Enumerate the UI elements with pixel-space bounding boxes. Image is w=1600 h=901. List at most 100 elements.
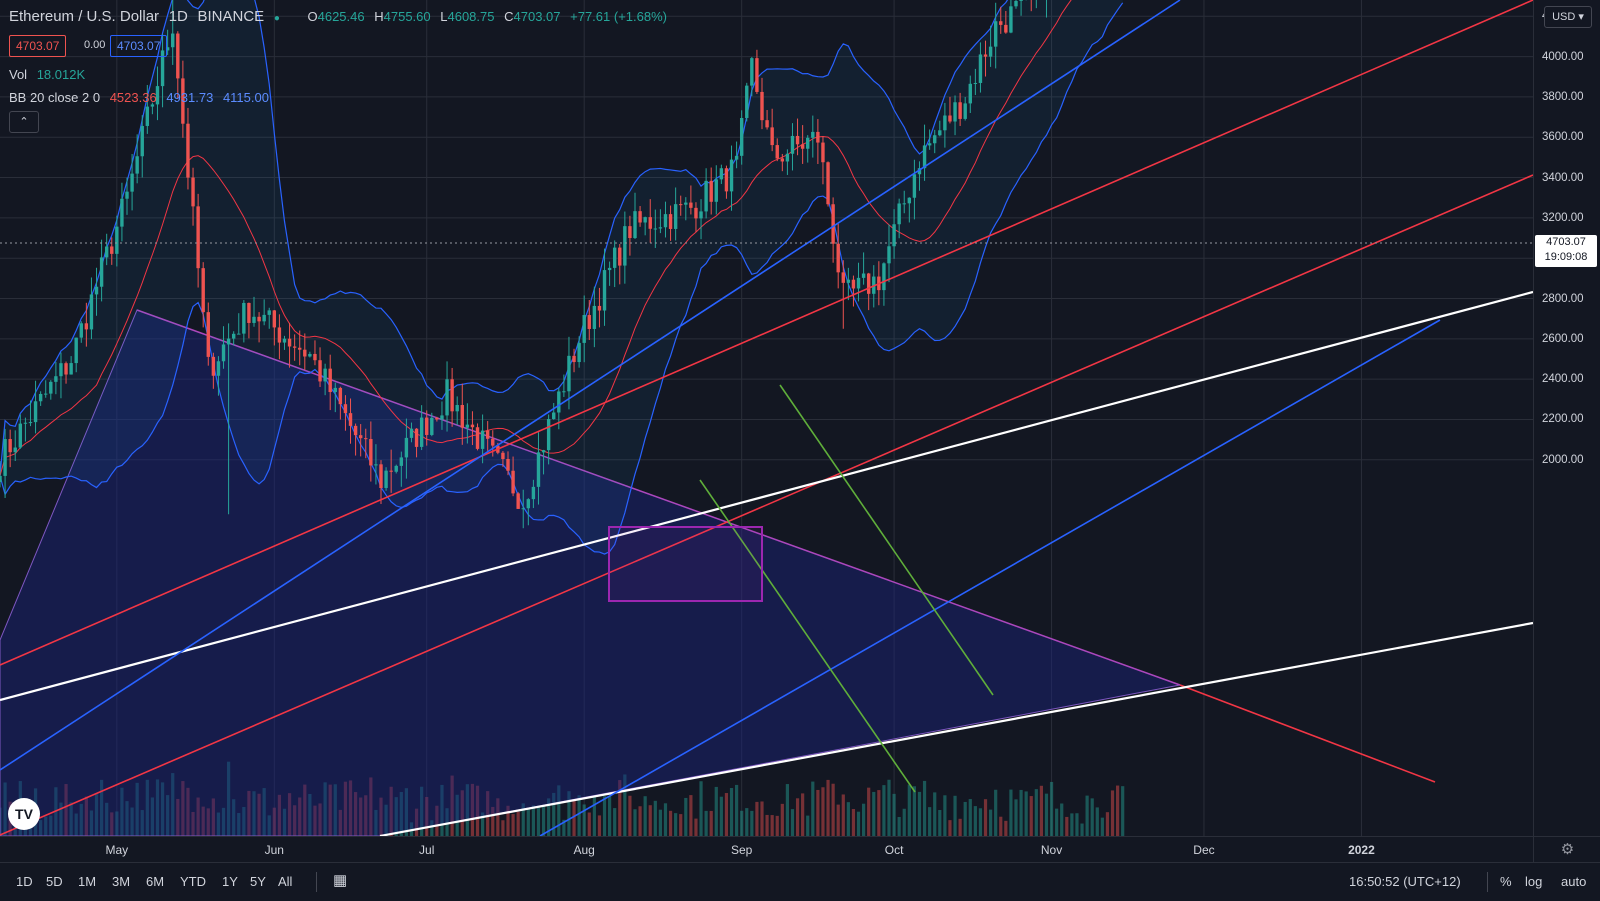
volume-bar: [364, 795, 368, 836]
candle-body: [364, 438, 368, 440]
candle-body: [897, 203, 901, 225]
auto-toggle[interactable]: auto: [1561, 874, 1587, 889]
range-button-1m[interactable]: 1M: [78, 874, 97, 889]
volume-bar: [816, 789, 820, 836]
candle-body: [155, 86, 160, 105]
volume-bar: [1004, 820, 1008, 836]
candle-body: [577, 342, 581, 363]
candle-body: [882, 263, 886, 291]
range-button-ytd[interactable]: YTD: [180, 874, 206, 889]
volume-bar: [648, 805, 652, 836]
open-label: O: [307, 9, 318, 24]
volume-bar: [562, 819, 566, 836]
percent-toggle[interactable]: %: [1500, 874, 1512, 889]
candle-body: [968, 83, 972, 104]
collapse-legend-button[interactable]: ⌃: [9, 111, 39, 133]
triangle-pattern: [0, 309, 1182, 836]
volume-bar: [1014, 799, 1018, 836]
volume-bar: [206, 808, 210, 836]
candle-body: [140, 125, 144, 157]
volume-bar: [140, 810, 144, 836]
chart-area[interactable]: Ethereum / U.S. Dollar 1D BINANCE ● O462…: [0, 0, 1533, 836]
candle-body: [267, 310, 271, 315]
candle-body: [917, 168, 922, 175]
candle-body: [933, 135, 937, 144]
open-value: 4625.46: [317, 9, 365, 24]
candle-body: [775, 145, 779, 159]
log-toggle[interactable]: log: [1525, 874, 1543, 889]
candle-body: [719, 168, 724, 180]
candle-body: [292, 346, 297, 348]
volume-bar: [186, 787, 190, 836]
candle-body: [506, 459, 510, 471]
volume-bar: [470, 783, 475, 836]
volume-bar: [973, 806, 977, 836]
candle-body: [836, 243, 840, 273]
settings-gear-icon[interactable]: ⚙: [1533, 836, 1600, 862]
candle-body: [272, 310, 277, 328]
currency-selector[interactable]: USD ▾: [1544, 6, 1592, 28]
range-button-5d[interactable]: 5D: [46, 874, 63, 889]
volume-value: 18.012K: [36, 67, 86, 82]
candle-body: [811, 131, 815, 138]
candle-body: [770, 127, 774, 146]
price-tick-label: 2800.00: [1542, 292, 1584, 305]
volume-bar: [557, 785, 561, 836]
volume-bar: [64, 784, 68, 836]
volume-bar: [227, 761, 231, 836]
volume-bar: [963, 801, 967, 836]
range-button-3m[interactable]: 3M: [112, 874, 131, 889]
volume-bar: [232, 799, 236, 836]
volume-bar: [953, 795, 957, 836]
clock-time[interactable]: 16:50:52 (UTC+12): [1349, 874, 1461, 889]
candle-body: [242, 302, 246, 334]
price-chart[interactable]: [0, 0, 1533, 836]
calendar-icon[interactable]: ▦: [333, 872, 348, 889]
range-button-1y[interactable]: 1Y: [222, 874, 238, 889]
volume-bar: [811, 781, 815, 836]
range-button-5y[interactable]: 5Y: [250, 874, 266, 889]
range-button-6m[interactable]: 6M: [146, 874, 165, 889]
volume-bar: [84, 796, 88, 836]
range-button-1d[interactable]: 1D: [16, 874, 33, 889]
volume-bar: [602, 796, 607, 836]
volume-bar: [552, 792, 556, 836]
volume-bar: [887, 779, 891, 836]
volume-bar: [613, 808, 617, 836]
volume-bar: [1121, 786, 1125, 836]
volume-bar: [130, 807, 134, 836]
volume-bar: [211, 798, 215, 836]
candle-body: [673, 204, 678, 229]
candle-body: [729, 159, 734, 192]
volume-bar: [536, 807, 541, 836]
volume-bar: [867, 787, 871, 836]
price-axis[interactable]: 5600.005400.005200.005000.004800.004600.…: [1533, 0, 1600, 836]
volume-bar: [282, 808, 287, 836]
range-button-all[interactable]: All: [278, 874, 293, 889]
candle-body: [607, 267, 612, 271]
volume-legend[interactable]: Vol 18.012K: [9, 67, 91, 82]
time-axis[interactable]: May Jun Jul Aug Sep Oct Nov Dec 2022: [0, 836, 1533, 862]
candle-body: [953, 102, 957, 122]
volume-bar: [94, 794, 99, 836]
volume-bar: [369, 777, 373, 836]
candle-body: [541, 450, 546, 453]
candle-body: [663, 214, 668, 228]
bb-legend[interactable]: BB 20 close 2 0 4523.36 4931.73 4115.00: [9, 90, 275, 105]
tradingview-logo-icon[interactable]: TV: [8, 798, 40, 830]
volume-bar: [100, 779, 104, 836]
symbol-name[interactable]: Ethereum / U.S. Dollar: [9, 8, 160, 25]
bb-label: BB 20 close 2 0: [9, 90, 101, 105]
volume-bar: [420, 786, 424, 836]
price-tick-label: 4000.00: [1542, 50, 1584, 63]
candle-body: [780, 158, 785, 162]
candle-body: [587, 315, 591, 329]
candle-body: [861, 273, 866, 278]
volume-bar: [511, 814, 515, 836]
candle-body: [973, 82, 978, 84]
ask-badge[interactable]: 4703.07: [110, 35, 168, 57]
candle-body: [597, 305, 602, 311]
time-tick-label: Sep: [730, 843, 753, 857]
volume-bar: [491, 806, 495, 836]
bid-badge[interactable]: 4703.07: [9, 35, 67, 57]
